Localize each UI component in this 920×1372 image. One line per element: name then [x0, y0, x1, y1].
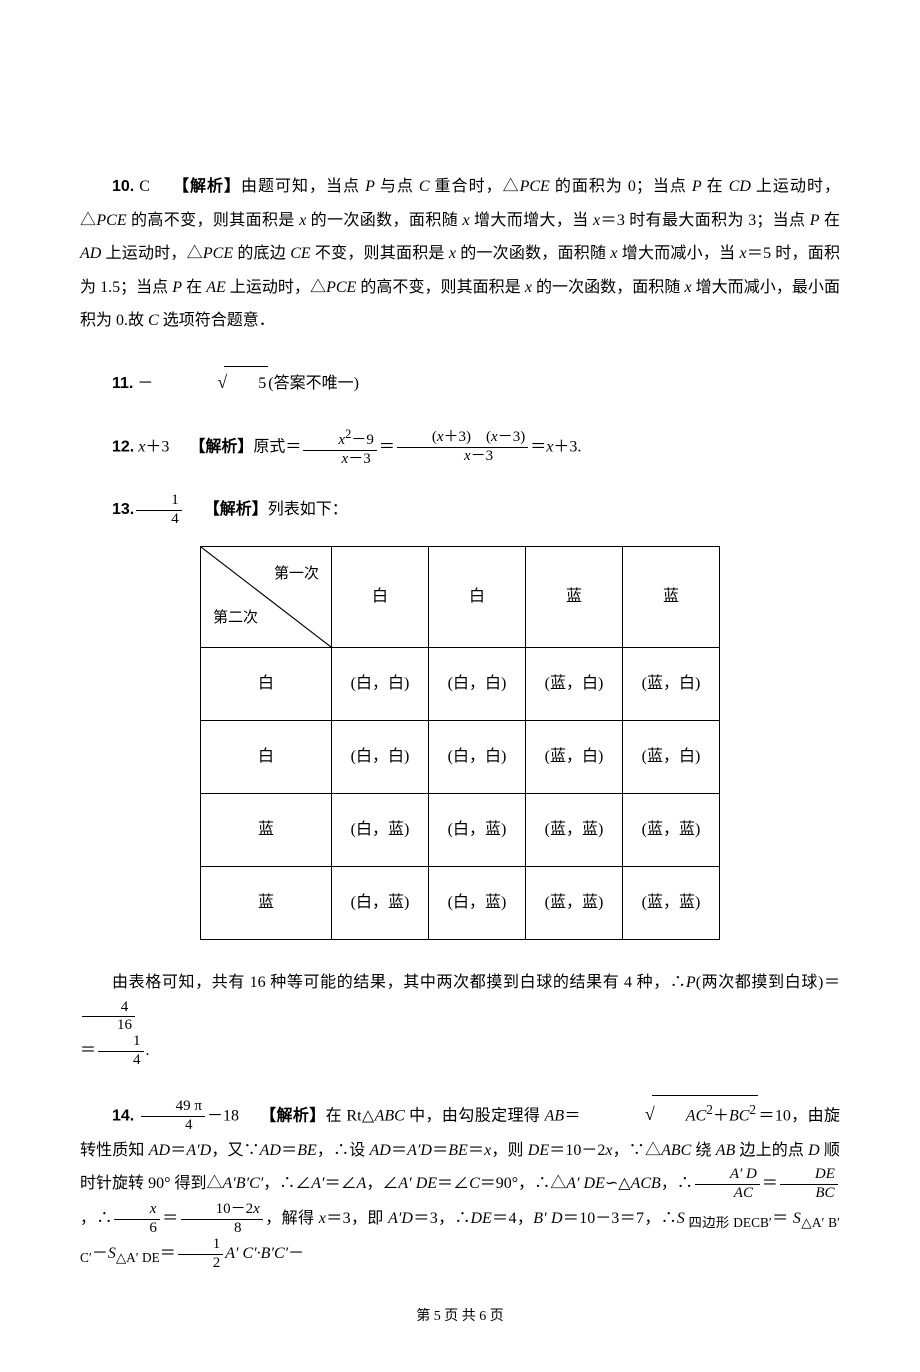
table-cell: (白，白) [429, 720, 526, 793]
table-cell: (白，蓝) [429, 866, 526, 939]
table-cell: (白，蓝) [332, 793, 429, 866]
col-header: 蓝 [526, 546, 623, 647]
page-number: 5 [434, 1309, 441, 1324]
frac-de-bc: DEBC [780, 1167, 838, 1202]
q13-label: 【解析】 [204, 501, 268, 518]
q10-label: 【解析】 [173, 178, 241, 195]
q13-num: 13. [112, 501, 134, 518]
probability-table: 第一次 第二次 白 白 蓝 蓝 白 (白，白) (白，白) (蓝，白) (蓝，白… [200, 546, 720, 940]
q12-num: 12. [112, 438, 134, 455]
table-cell: (白，白) [429, 647, 526, 720]
table-cell: (蓝，白) [623, 647, 720, 720]
table-cell: (蓝，蓝) [623, 793, 720, 866]
table-cell: (白，白) [332, 720, 429, 793]
col-header: 蓝 [623, 546, 720, 647]
table-row: 第一次 第二次 白 白 蓝 蓝 [201, 546, 720, 647]
frac-expr-2: (x＋3) (x－3)x－3 [397, 430, 528, 465]
sqrt-5: √5 [153, 364, 268, 402]
diagonal-header: 第一次 第二次 [201, 546, 332, 647]
page-total: 6 [479, 1309, 486, 1324]
row-axis-label: 第二次 [213, 603, 258, 635]
q10-num: 10. [112, 178, 134, 195]
col-header: 白 [429, 546, 526, 647]
table-cell: (蓝，蓝) [526, 793, 623, 866]
q14-label: 【解析】 [260, 1107, 326, 1124]
table-cell: (白，蓝) [429, 793, 526, 866]
frac-1-4: 14 [136, 493, 182, 528]
frac-half: 12 [178, 1237, 224, 1272]
table-cell: (蓝，蓝) [526, 866, 623, 939]
q12-label: 【解析】 [189, 438, 253, 455]
frac-10m2x-8: 10－2x8 [181, 1202, 263, 1237]
q14: 14. 49 π4－18 【解析】在 Rt△ABC 中，由勾股定理得 AB＝√A… [80, 1095, 840, 1273]
q10: 10. C 【解析】由题可知，当点 P 与点 C 重合时，△PCE 的面积为 0… [80, 170, 840, 338]
table-cell: (蓝，白) [526, 647, 623, 720]
col-axis-label: 第一次 [274, 559, 319, 591]
table-row: 蓝 (白，蓝) (白，蓝) (蓝，蓝) (蓝，蓝) [201, 793, 720, 866]
table-cell: (白，白) [332, 647, 429, 720]
col-header: 白 [332, 546, 429, 647]
table-cell: (蓝，白) [623, 720, 720, 793]
row-header: 蓝 [201, 793, 332, 866]
table-cell: (蓝，白) [526, 720, 623, 793]
frac-49pi-4: 49 π4 [141, 1099, 205, 1134]
q13: 13.14 【解析】列表如下： [80, 493, 840, 528]
row-header: 白 [201, 720, 332, 793]
table-row: 白 (白，白) (白，白) (蓝，白) (蓝，白) [201, 647, 720, 720]
q13-conclusion: 由表格可知，共有 16 种等可能的结果，其中两次都摸到白球的结果有 4 种，∴P… [80, 966, 840, 1069]
q14-num: 14. [112, 1107, 134, 1124]
page-footer: 第 5 页 共 6 页 [80, 1302, 840, 1331]
frac-ad-ac: A′ DAC [695, 1167, 760, 1202]
q11-num: 11. [112, 375, 133, 392]
q11: 11. －√5(答案不唯一) [80, 364, 840, 402]
sqrt-ac2bc2: √AC2＋BC2 [581, 1095, 758, 1134]
frac-4-16: 416 [82, 1000, 135, 1035]
row-header: 蓝 [201, 866, 332, 939]
q10-ans: C [139, 178, 150, 195]
frac-1-4b: 14 [98, 1034, 144, 1069]
table-row: 蓝 (白，蓝) (白，蓝) (蓝，蓝) (蓝，蓝) [201, 866, 720, 939]
frac-x-6: x6 [114, 1202, 160, 1237]
table-row: 白 (白，白) (白，白) (蓝，白) (蓝，白) [201, 720, 720, 793]
frac-expr-1: x2－9x－3 [303, 428, 376, 468]
q12: 12. x＋3 【解析】原式＝x2－9x－3＝(x＋3) (x－3)x－3＝x＋… [80, 428, 840, 468]
row-header: 白 [201, 647, 332, 720]
table-cell: (白，蓝) [332, 866, 429, 939]
table-cell: (蓝，蓝) [623, 866, 720, 939]
